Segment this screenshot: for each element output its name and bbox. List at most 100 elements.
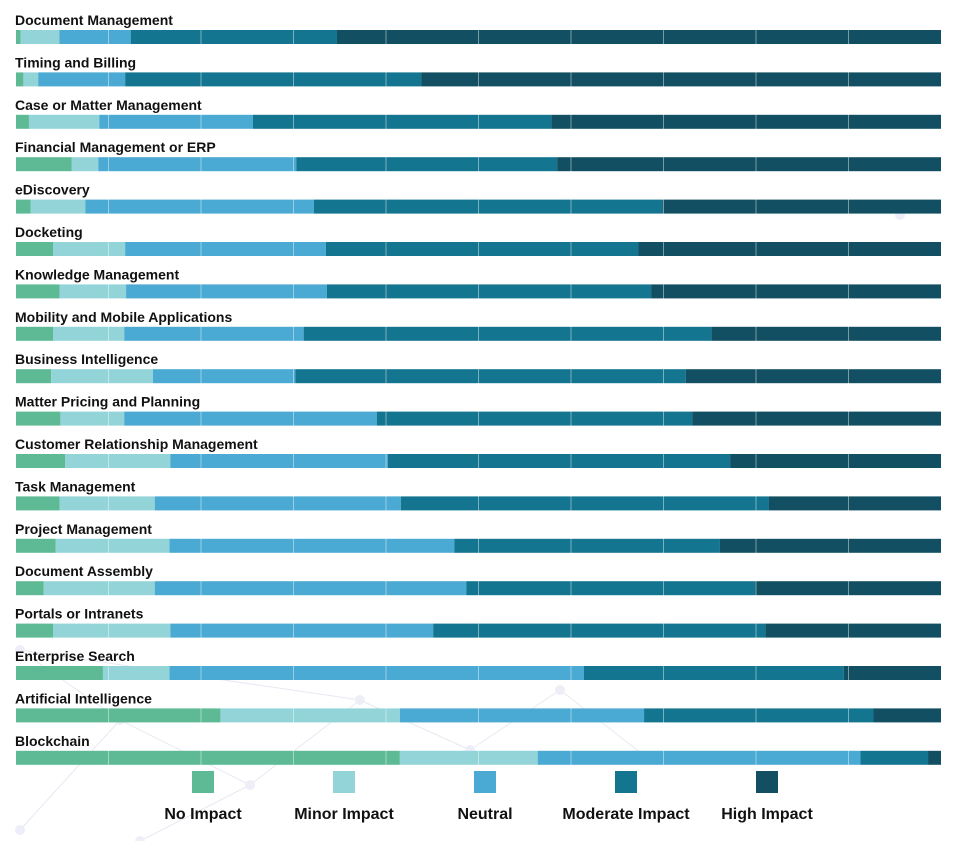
bar-segment-no-impact	[16, 157, 72, 172]
bar-segment-no-impact	[16, 708, 221, 723]
legend-label: High Impact	[721, 806, 813, 823]
legend-item-neutral: Neutral	[457, 771, 513, 823]
bar-row-document-management	[16, 30, 942, 44]
category-label: Timing and Billing	[15, 54, 136, 70]
bar-segment-moderate-impact	[303, 326, 712, 341]
bar-segment-high-impact	[336, 30, 942, 44]
bar-segment-high-impact	[873, 708, 941, 723]
bar-row-project-management	[16, 538, 941, 553]
bar-row-mobility-and-mobile-applications	[16, 326, 941, 341]
bar-segment-high-impact	[843, 666, 941, 680]
bar-segment-minor-impact	[102, 666, 170, 680]
bar-segment-high-impact	[421, 72, 941, 87]
category-label: Portals or Intranets	[15, 606, 144, 622]
bar-segment-high-impact	[730, 454, 941, 468]
bar-segment-moderate-impact	[644, 708, 874, 723]
bar-segment-neutral	[85, 199, 314, 214]
bar-segment-moderate-impact	[130, 30, 337, 44]
bar-segment-moderate-impact	[454, 538, 720, 553]
gridlines	[108, 29, 849, 766]
bar-row-portals-or-intranets	[16, 623, 941, 638]
bar-segment-high-impact	[557, 157, 941, 172]
category-labels: Document Management Timing and Billing Cas…	[15, 12, 258, 749]
bar-segment-neutral	[170, 623, 434, 638]
legend-label: Minor Impact	[294, 806, 394, 823]
category-label: Document Assembly	[15, 563, 153, 579]
bar-segment-no-impact	[16, 72, 24, 87]
bar-row-financial-management-or-erp	[16, 157, 941, 172]
bar-segment-minor-impact	[51, 369, 153, 384]
bar-segment-neutral	[152, 369, 296, 384]
bar-segment-no-impact	[16, 454, 66, 468]
bar-segment-minor-impact	[28, 114, 100, 129]
bar-segment-minor-impact	[53, 623, 171, 638]
bar-segment-high-impact	[768, 496, 941, 511]
bar-segment-no-impact	[16, 623, 53, 638]
bar-row-task-management	[16, 496, 941, 511]
legend-item-no-impact: No Impact	[164, 771, 242, 823]
legend-swatch	[333, 771, 355, 793]
category-label: Project Management	[15, 521, 152, 537]
legend-swatch	[192, 771, 214, 793]
bar-segment-moderate-impact	[583, 666, 844, 680]
bar-segment-no-impact	[16, 411, 61, 426]
bar-segment-minor-impact	[71, 157, 99, 172]
decoration-line	[139, 784, 251, 841]
bar-row-knowledge-management	[16, 284, 941, 299]
bar-segment-moderate-impact	[387, 454, 731, 468]
bar-segment-moderate-impact	[125, 72, 422, 87]
bar-segment-moderate-impact	[376, 411, 693, 426]
bar-segment-moderate-impact	[433, 623, 766, 638]
legend-item-moderate-impact: Moderate Impact	[562, 771, 690, 823]
bar-segment-moderate-impact	[296, 157, 558, 172]
legend-label: Moderate Impact	[562, 806, 690, 823]
legend-swatch	[474, 771, 496, 793]
legend-label: Neutral	[457, 806, 512, 823]
bar-segment-high-impact	[928, 750, 941, 765]
bar-segment-high-impact	[551, 114, 941, 129]
decoration-line	[19, 649, 121, 721]
decoration-node	[555, 685, 565, 695]
legend-label: No Impact	[164, 806, 242, 823]
category-label: Customer Relationship Management	[15, 436, 258, 452]
bar-segment-high-impact	[685, 369, 941, 384]
bar-segment-neutral	[99, 114, 253, 129]
bar-segment-minor-impact	[23, 72, 39, 87]
bar-segment-moderate-impact	[252, 114, 552, 129]
legend-item-minor-impact: Minor Impact	[294, 771, 394, 823]
bar-segment-neutral	[169, 538, 455, 553]
category-label: Knowledge Management	[15, 266, 179, 282]
bar-segment-no-impact	[16, 114, 29, 129]
category-label: Case or Matter Management	[15, 97, 202, 113]
bar-segment-moderate-impact	[326, 284, 652, 299]
legend: No Impact Minor Impact Neutral Moderate Imp…	[164, 771, 813, 823]
bar-segment-neutral	[38, 72, 126, 87]
bar-row-artificial-intelligence	[16, 708, 941, 723]
decoration-node	[355, 695, 365, 705]
decoration-line	[559, 689, 651, 761]
bar-segment-minor-impact	[53, 326, 125, 341]
bar-row-case-or-matter-management	[16, 114, 941, 129]
bar-segment-minor-impact	[59, 284, 127, 299]
category-label: Mobility and Mobile Applications	[15, 309, 232, 325]
category-label: Financial Management or ERP	[15, 139, 216, 155]
bar-segment-minor-impact	[55, 538, 170, 553]
bar-segment-neutral	[124, 411, 377, 426]
bar-segment-minor-impact	[20, 30, 60, 44]
bar-segment-minor-impact	[59, 496, 155, 511]
bar-segment-no-impact	[16, 199, 31, 214]
bar-segment-moderate-impact	[325, 242, 639, 256]
bar-segment-high-impact	[719, 538, 941, 553]
category-label: Blockchain	[15, 733, 90, 749]
bar-segment-neutral	[170, 454, 388, 468]
category-label: Artificial Intelligence	[15, 690, 152, 706]
bar-segment-minor-impact	[30, 199, 86, 214]
bars-group	[16, 30, 942, 765]
bar-row-docketing	[16, 242, 941, 256]
bar-segment-high-impact	[765, 623, 941, 638]
bar-row-enterprise-search	[16, 666, 941, 680]
bar-segment-no-impact	[16, 30, 21, 44]
bar-row-business-intelligence	[16, 369, 941, 384]
bar-segment-neutral	[154, 581, 467, 596]
